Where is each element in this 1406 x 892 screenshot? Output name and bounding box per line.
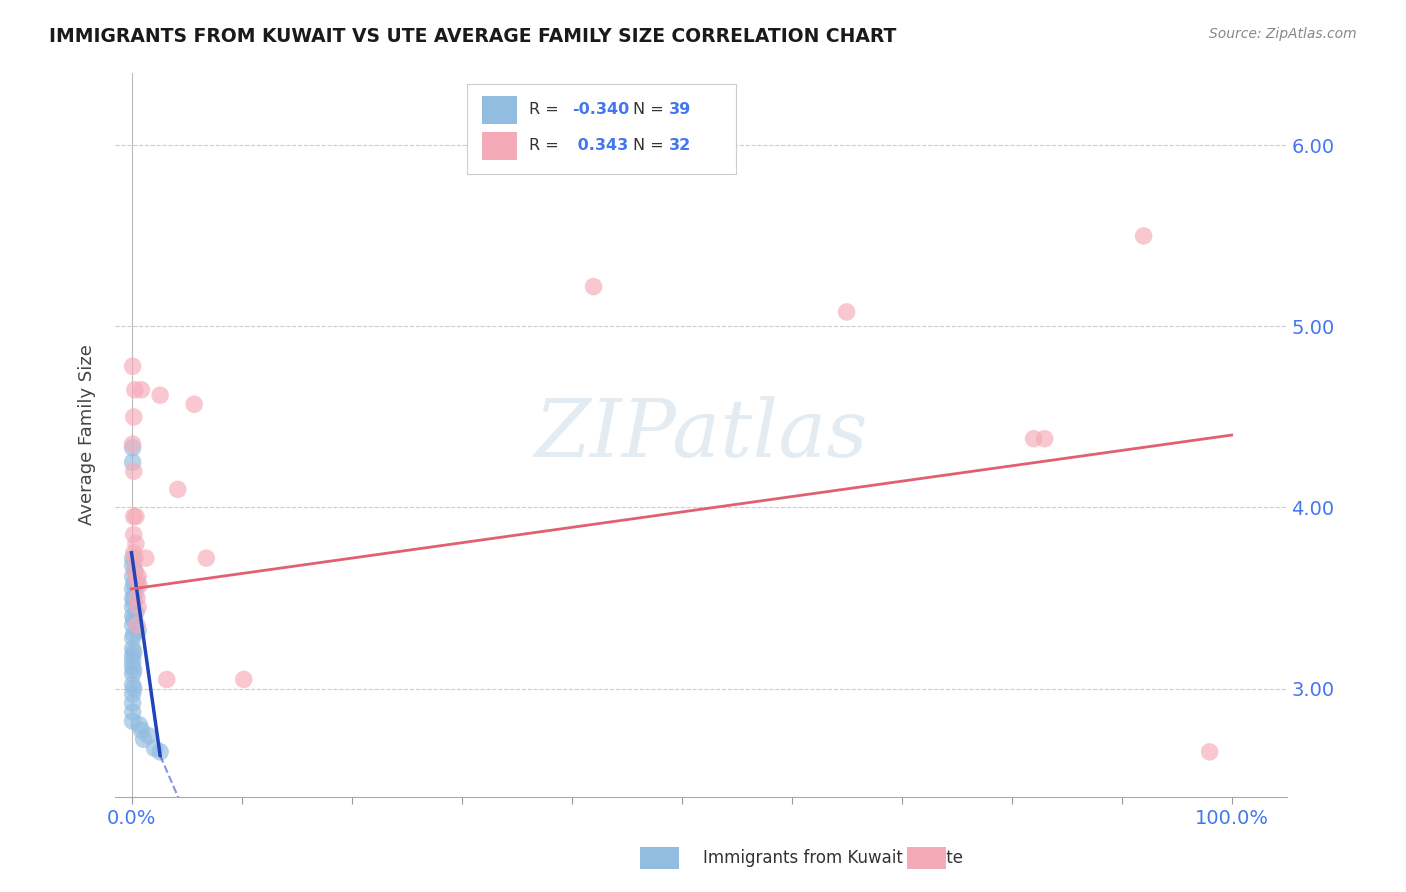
Point (121, 591, 143, 605)
Point (121, 569, 143, 583)
Point (122, 527, 145, 541)
Text: ZIPatlas: ZIPatlas (534, 396, 868, 474)
Point (125, 509, 148, 524)
Point (122, 464, 145, 478)
Point (121, 660, 143, 674)
Text: N =: N = (633, 102, 669, 117)
Point (121, 455, 143, 469)
Point (121, 618, 143, 632)
Point (156, 673, 179, 687)
Text: Ute: Ute (935, 849, 965, 867)
Point (124, 551, 146, 566)
Point (125, 618, 148, 632)
Point (149, 745, 172, 759)
Point (1198, 745, 1220, 759)
Point (121, 437, 143, 451)
Point (124, 564, 146, 578)
Point (127, 600, 149, 615)
Point (232, 673, 254, 687)
Point (124, 564, 146, 578)
Point (122, 664, 145, 678)
Point (121, 696, 143, 710)
Point (128, 578, 150, 592)
Point (122, 627, 145, 641)
Text: 32: 32 (669, 138, 692, 153)
Point (125, 578, 148, 592)
Text: R =: R = (529, 138, 564, 153)
Text: 0.343: 0.343 (572, 138, 628, 153)
Point (131, 723, 153, 738)
Point (135, 551, 157, 566)
Point (195, 551, 218, 566)
Point (1132, 228, 1154, 243)
Text: IMMIGRANTS FROM KUWAIT VS UTE AVERAGE FAMILY SIZE CORRELATION CHART: IMMIGRANTS FROM KUWAIT VS UTE AVERAGE FA… (49, 27, 897, 45)
Point (122, 576, 145, 591)
Point (122, 509, 145, 524)
Point (132, 732, 155, 747)
Point (125, 573, 148, 587)
Text: N =: N = (633, 138, 669, 153)
Point (131, 383, 153, 397)
Point (121, 687, 143, 701)
Point (121, 551, 143, 566)
Point (121, 359, 143, 374)
Y-axis label: Average Family Size: Average Family Size (79, 344, 96, 525)
Point (835, 305, 858, 319)
FancyBboxPatch shape (482, 132, 517, 160)
Text: Source: ZipAtlas.com: Source: ZipAtlas.com (1209, 27, 1357, 41)
Point (121, 609, 143, 624)
Text: -0.340: -0.340 (572, 102, 630, 117)
FancyBboxPatch shape (482, 96, 517, 124)
Text: 39: 39 (669, 102, 692, 117)
Point (125, 606, 148, 620)
Point (122, 645, 145, 659)
Point (121, 678, 143, 692)
Point (136, 729, 159, 743)
Point (122, 613, 145, 627)
Point (122, 594, 145, 608)
Text: R =: R = (529, 102, 564, 117)
Point (122, 546, 145, 560)
Point (121, 705, 143, 719)
Point (121, 648, 143, 663)
Point (121, 558, 143, 573)
Point (121, 600, 143, 615)
Point (183, 397, 205, 411)
Point (121, 582, 143, 596)
Point (121, 631, 143, 645)
Point (143, 741, 166, 756)
Point (121, 714, 143, 728)
Text: Immigrants from Kuwait: Immigrants from Kuwait (703, 849, 903, 867)
Point (125, 591, 148, 605)
Point (122, 681, 145, 696)
Point (127, 569, 149, 583)
Point (1033, 432, 1056, 446)
FancyBboxPatch shape (467, 84, 735, 174)
Point (124, 383, 146, 397)
Point (582, 279, 605, 293)
Point (127, 624, 149, 638)
Point (121, 641, 143, 656)
Point (121, 654, 143, 668)
Point (166, 483, 188, 497)
Point (128, 717, 150, 731)
Point (121, 667, 143, 681)
Point (122, 409, 145, 424)
Point (125, 537, 148, 551)
Point (121, 441, 143, 455)
Point (149, 388, 172, 402)
Point (124, 587, 146, 601)
Point (1022, 432, 1045, 446)
